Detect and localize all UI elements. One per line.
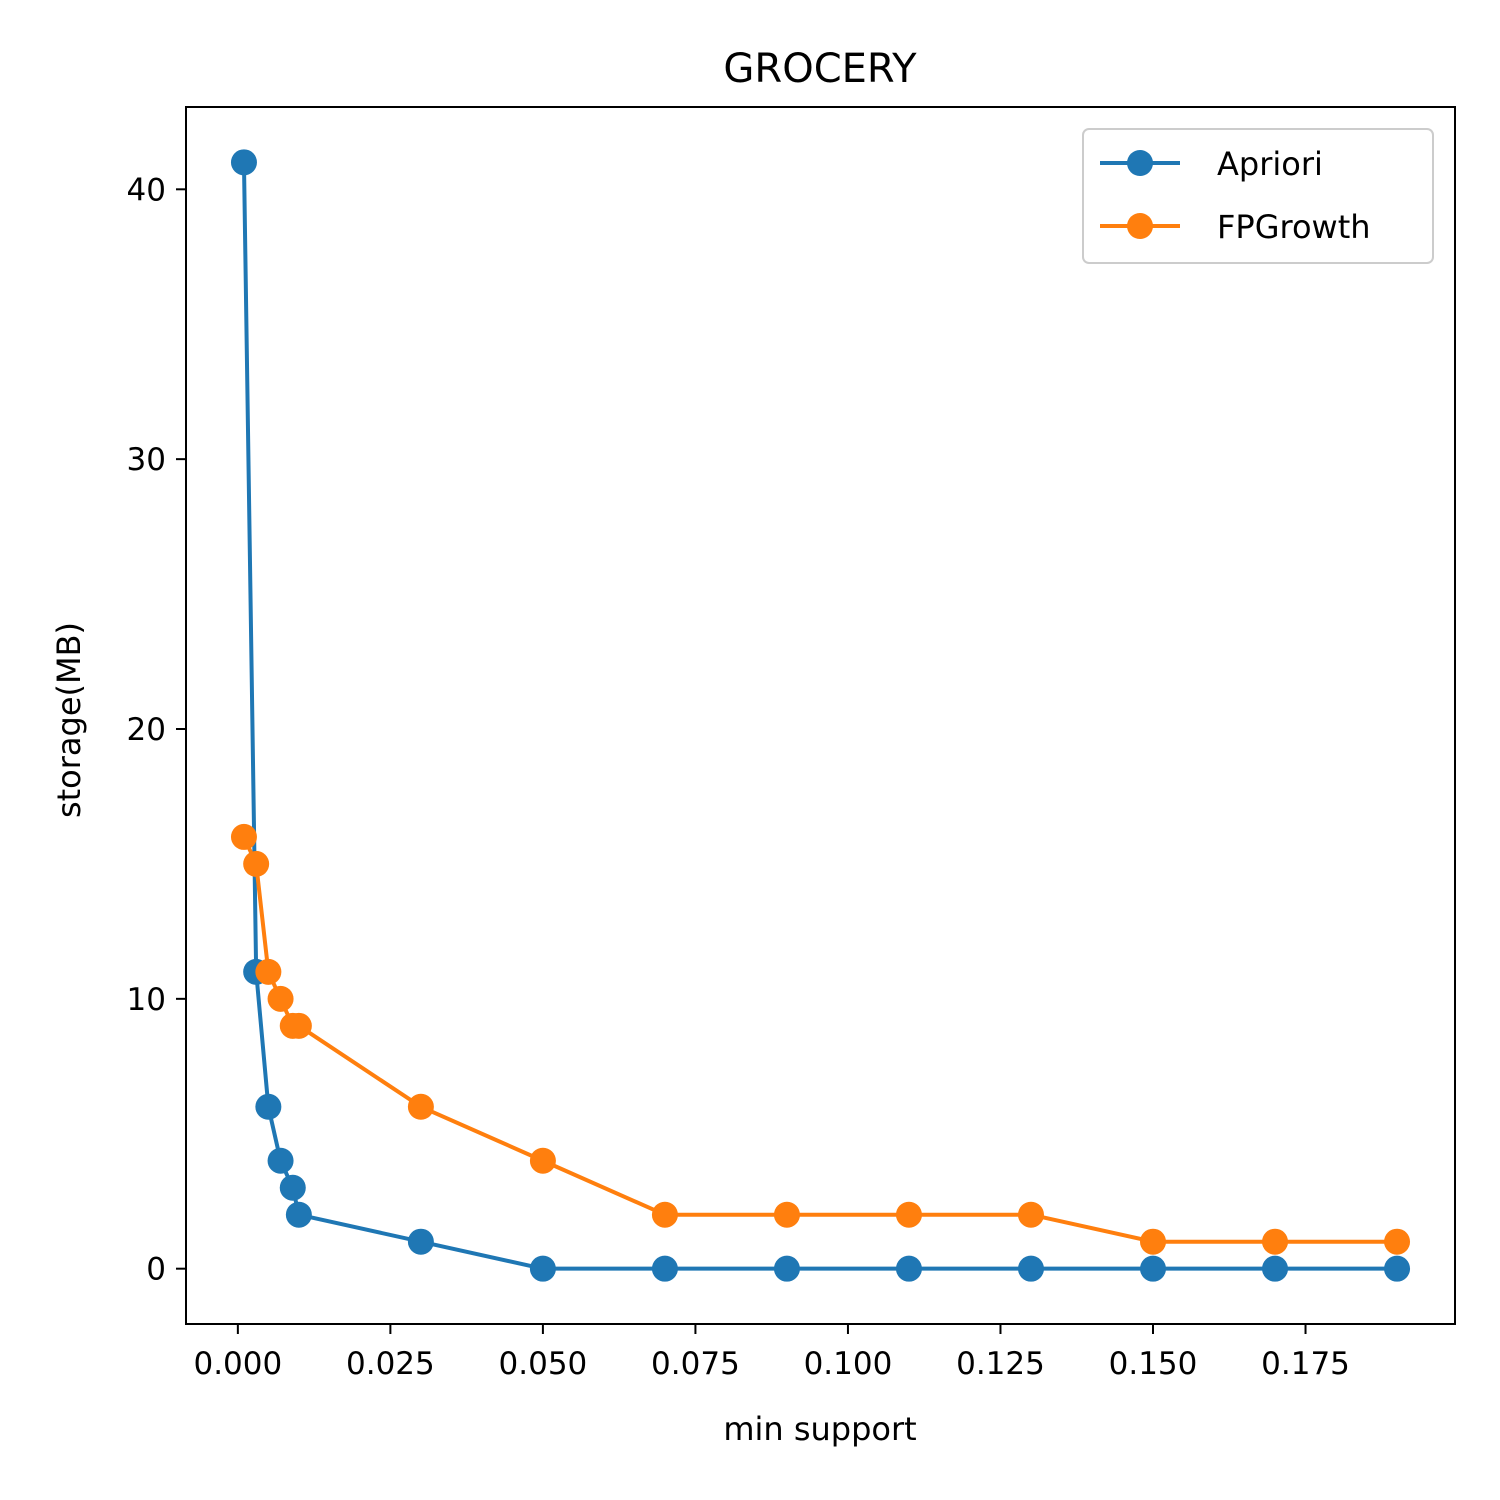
legend-marker-apriori [1127,150,1153,176]
legend: Apriori FPGrowth [1082,128,1434,264]
x-tick-label: 0.100 [804,1346,893,1382]
data-point-apriori [1017,1255,1044,1282]
data-point-fpgrowth [895,1201,922,1228]
y-tick-label: 20 [127,712,166,748]
y-axis-label: storage(MB) [50,622,88,818]
x-tick-label: 0.000 [193,1346,282,1382]
data-point-apriori [285,1201,312,1228]
x-axis-label: min support [723,1410,916,1448]
data-point-apriori [230,149,257,176]
x-tick-label: 0.075 [651,1346,740,1382]
data-point-apriori [1140,1255,1167,1282]
y-tick-label: 40 [127,172,166,208]
data-point-fpgrowth [1384,1228,1411,1255]
data-point-fpgrowth [651,1201,678,1228]
legend-entries: Apriori FPGrowth [1100,145,1371,246]
series-layer [230,149,1411,1282]
data-point-apriori [407,1228,434,1255]
data-point-apriori [651,1255,678,1282]
chart-title: GROCERY [723,46,917,92]
data-point-fpgrowth [529,1147,556,1174]
data-point-apriori [1384,1255,1411,1282]
data-point-apriori [279,1174,306,1201]
legend-label-apriori: Apriori [1217,145,1323,183]
data-point-fpgrowth [267,985,294,1012]
x-tick-label: 0.175 [1261,1346,1350,1382]
x-axis-ticks: 0.000 0.025 0.050 0.075 0.100 0.125 0.150 0.175 [193,1324,1350,1382]
data-point-apriori [267,1147,294,1174]
data-point-fpgrowth [255,958,282,985]
data-point-fpgrowth [773,1201,800,1228]
data-point-fpgrowth [407,1093,434,1120]
data-point-fpgrowth [1262,1228,1289,1255]
y-axis-ticks: 0 10 20 30 40 [127,172,186,1288]
series-fpgrowth [230,823,1411,1255]
y-tick-label: 30 [127,442,166,478]
data-point-apriori [1262,1255,1289,1282]
x-tick-label: 0.150 [1109,1346,1198,1382]
x-tick-label: 0.125 [956,1346,1045,1382]
data-point-fpgrowth [285,1012,312,1039]
data-point-apriori [895,1255,922,1282]
legend-label-fpgrowth: FPGrowth [1217,208,1371,246]
legend-marker-fpgrowth [1127,213,1153,239]
data-point-fpgrowth [243,850,270,877]
y-tick-label: 10 [127,982,166,1018]
plot-frame [185,106,1456,1325]
y-tick-label: 0 [146,1252,166,1288]
data-point-fpgrowth [1017,1201,1044,1228]
x-tick-label: 0.050 [499,1346,588,1382]
data-point-fpgrowth [230,823,257,850]
data-point-apriori [773,1255,800,1282]
series-apriori [230,149,1411,1282]
data-point-fpgrowth [1140,1228,1167,1255]
data-point-apriori [255,1093,282,1120]
x-tick-label: 0.025 [346,1346,435,1382]
data-point-apriori [529,1255,556,1282]
